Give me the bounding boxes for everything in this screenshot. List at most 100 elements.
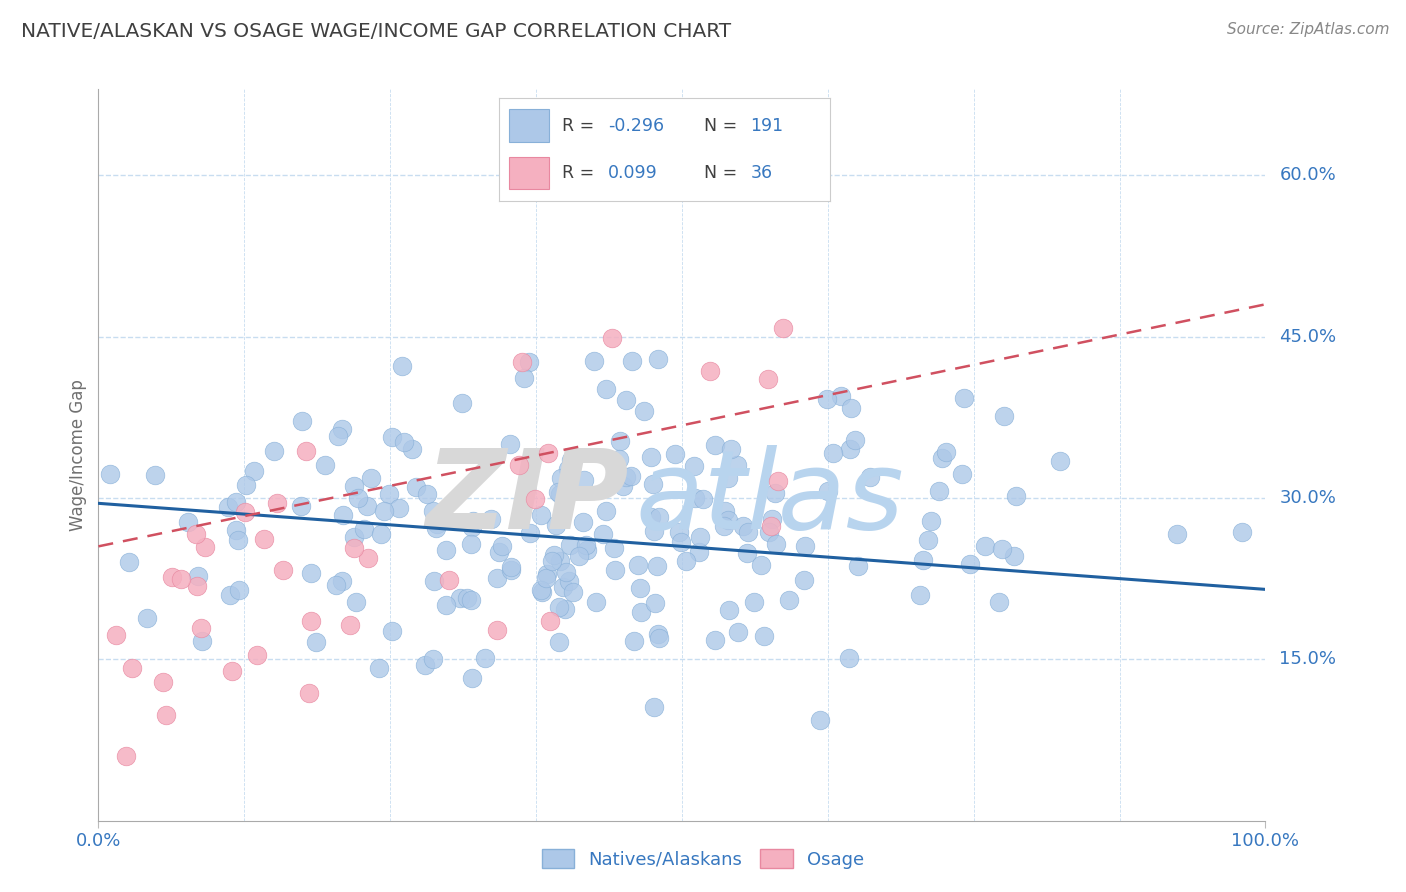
- Natives/Alaskans: [953, 391, 976, 405]
- Natives/Alaskans: [499, 559, 522, 574]
- Natives/Alaskans: [344, 595, 367, 609]
- Natives/Alaskans: [332, 508, 354, 523]
- Natives/Alaskans: [343, 479, 366, 493]
- Osage: [538, 615, 561, 629]
- Natives/Alaskans: [917, 533, 939, 548]
- Osage: [155, 708, 177, 723]
- Text: 191: 191: [751, 117, 783, 135]
- Natives/Alaskans: [373, 504, 395, 518]
- Natives/Alaskans: [98, 467, 121, 481]
- Natives/Alaskans: [547, 635, 569, 649]
- Natives/Alaskans: [568, 549, 591, 563]
- Natives/Alaskans: [330, 422, 353, 436]
- Natives/Alaskans: [548, 487, 571, 501]
- Natives/Alaskans: [456, 591, 478, 605]
- Natives/Alaskans: [778, 593, 800, 607]
- Natives/Alaskans: [648, 631, 671, 645]
- Natives/Alaskans: [401, 442, 423, 456]
- Natives/Alaskans: [846, 558, 869, 573]
- Natives/Alaskans: [627, 558, 650, 572]
- Natives/Alaskans: [118, 555, 141, 569]
- Natives/Alaskans: [368, 661, 391, 675]
- Natives/Alaskans: [749, 558, 772, 573]
- Natives/Alaskans: [713, 518, 735, 533]
- Natives/Alaskans: [1230, 525, 1253, 540]
- Natives/Alaskans: [460, 593, 482, 607]
- Osage: [160, 570, 183, 584]
- Natives/Alaskans: [605, 563, 627, 577]
- Osage: [508, 458, 530, 472]
- Natives/Alaskans: [614, 392, 637, 407]
- Osage: [266, 496, 288, 510]
- Natives/Alaskans: [347, 491, 370, 505]
- Natives/Alaskans: [381, 624, 404, 638]
- Natives/Alaskans: [973, 539, 995, 553]
- Natives/Alaskans: [844, 434, 866, 448]
- Osage: [295, 444, 318, 458]
- Natives/Alaskans: [643, 524, 665, 539]
- Natives/Alaskans: [630, 605, 652, 619]
- Natives/Alaskans: [263, 444, 285, 458]
- Natives/Alaskans: [717, 471, 740, 485]
- Osage: [152, 674, 174, 689]
- Natives/Alaskans: [392, 435, 415, 450]
- Osage: [485, 624, 508, 638]
- Natives/Alaskans: [530, 582, 553, 597]
- Natives/Alaskans: [641, 477, 664, 491]
- Osage: [253, 533, 276, 547]
- Natives/Alaskans: [928, 484, 950, 499]
- Natives/Alaskans: [718, 603, 741, 617]
- Natives/Alaskans: [616, 469, 638, 483]
- Natives/Alaskans: [530, 508, 553, 522]
- Natives/Alaskans: [547, 484, 569, 499]
- Natives/Alaskans: [451, 396, 474, 410]
- Natives/Alaskans: [576, 542, 599, 557]
- Osage: [184, 527, 207, 541]
- Natives/Alaskans: [727, 625, 749, 640]
- Natives/Alaskans: [716, 513, 738, 527]
- Natives/Alaskans: [808, 713, 831, 727]
- Natives/Alaskans: [555, 565, 578, 579]
- Natives/Alaskans: [449, 591, 471, 605]
- Osage: [194, 540, 217, 554]
- Osage: [271, 563, 294, 577]
- Natives/Alaskans: [595, 504, 617, 518]
- Natives/Alaskans: [612, 478, 634, 492]
- Natives/Alaskans: [557, 462, 579, 476]
- Osage: [437, 574, 460, 588]
- Natives/Alaskans: [225, 495, 247, 509]
- Natives/Alaskans: [416, 486, 439, 500]
- Natives/Alaskans: [1005, 489, 1028, 503]
- Natives/Alaskans: [434, 542, 457, 557]
- Text: R =: R =: [562, 117, 599, 135]
- Natives/Alaskans: [744, 595, 766, 609]
- Natives/Alaskans: [422, 504, 444, 518]
- Natives/Alaskans: [668, 524, 690, 539]
- Natives/Alaskans: [499, 437, 522, 451]
- Y-axis label: Wage/Income Gap: Wage/Income Gap: [69, 379, 87, 531]
- Natives/Alaskans: [793, 573, 815, 587]
- Natives/Alaskans: [550, 471, 572, 485]
- Natives/Alaskans: [633, 403, 655, 417]
- Natives/Alaskans: [191, 634, 214, 648]
- Natives/Alaskans: [391, 359, 413, 374]
- Natives/Alaskans: [647, 352, 669, 367]
- Natives/Alaskans: [461, 520, 484, 534]
- Natives/Alaskans: [609, 434, 631, 448]
- Text: 0.099: 0.099: [609, 164, 658, 182]
- Natives/Alaskans: [517, 354, 540, 368]
- Natives/Alaskans: [413, 658, 436, 673]
- Natives/Alaskans: [993, 409, 1015, 423]
- Osage: [299, 614, 322, 628]
- Natives/Alaskans: [534, 570, 557, 584]
- Natives/Alaskans: [426, 516, 449, 531]
- Natives/Alaskans: [765, 537, 787, 551]
- Natives/Alaskans: [519, 526, 541, 541]
- Natives/Alaskans: [491, 539, 513, 553]
- Natives/Alaskans: [640, 450, 662, 464]
- Natives/Alaskans: [912, 553, 935, 567]
- Natives/Alaskans: [758, 524, 780, 539]
- Natives/Alaskans: [228, 582, 250, 597]
- Natives/Alaskans: [560, 453, 582, 467]
- Natives/Alaskans: [991, 542, 1014, 557]
